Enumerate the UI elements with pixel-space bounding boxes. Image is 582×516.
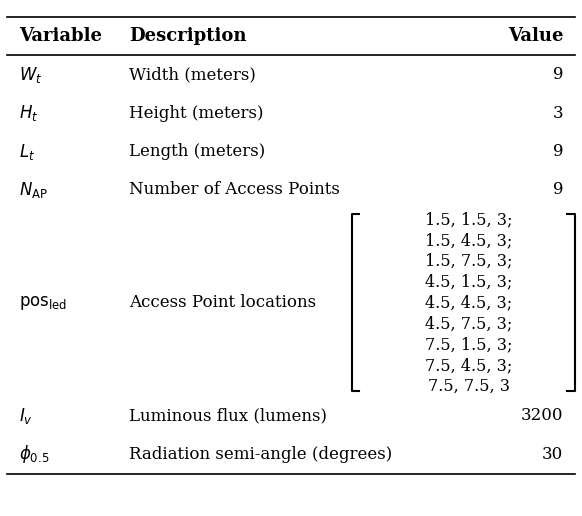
Text: 3: 3 [553,105,563,121]
Text: Value: Value [508,27,563,45]
Text: 30: 30 [542,446,563,463]
Text: Length (meters): Length (meters) [129,143,265,160]
Text: Variable: Variable [19,27,102,45]
Text: 4.5, 1.5, 3;: 4.5, 1.5, 3; [425,273,513,291]
Text: Width (meters): Width (meters) [129,66,255,83]
Text: 9: 9 [553,182,563,199]
Text: 1.5, 7.5, 3;: 1.5, 7.5, 3; [425,253,513,270]
Text: 1.5, 4.5, 3;: 1.5, 4.5, 3; [425,232,513,249]
Text: Radiation semi-angle (degrees): Radiation semi-angle (degrees) [129,446,392,463]
Text: Luminous flux (lumens): Luminous flux (lumens) [129,407,327,424]
Text: 4.5, 4.5, 3;: 4.5, 4.5, 3; [425,295,513,312]
Text: $L_t$: $L_t$ [19,141,35,162]
Text: Height (meters): Height (meters) [129,105,263,121]
Text: 9: 9 [553,143,563,160]
Text: $\phi_{0.5}$: $\phi_{0.5}$ [19,443,49,465]
Text: Access Point locations: Access Point locations [129,295,316,312]
Text: 7.5, 4.5, 3;: 7.5, 4.5, 3; [425,357,513,374]
Text: 4.5, 7.5, 3;: 4.5, 7.5, 3; [425,315,513,332]
Text: 9: 9 [553,66,563,83]
Text: $\mathrm{pos}_{\mathrm{led}}$: $\mathrm{pos}_{\mathrm{led}}$ [19,294,67,312]
Text: 3200: 3200 [521,407,563,424]
Text: $I_v$: $I_v$ [19,406,33,426]
Text: $W_t$: $W_t$ [19,64,42,85]
Text: Description: Description [129,27,246,45]
Text: 7.5, 1.5, 3;: 7.5, 1.5, 3; [425,336,513,353]
Text: $H_t$: $H_t$ [19,103,38,123]
Text: 7.5, 7.5, 3: 7.5, 7.5, 3 [428,378,510,395]
Text: $N_{\mathrm{AP}}$: $N_{\mathrm{AP}}$ [19,180,48,200]
Text: 1.5, 1.5, 3;: 1.5, 1.5, 3; [425,211,513,228]
Text: Number of Access Points: Number of Access Points [129,182,340,199]
